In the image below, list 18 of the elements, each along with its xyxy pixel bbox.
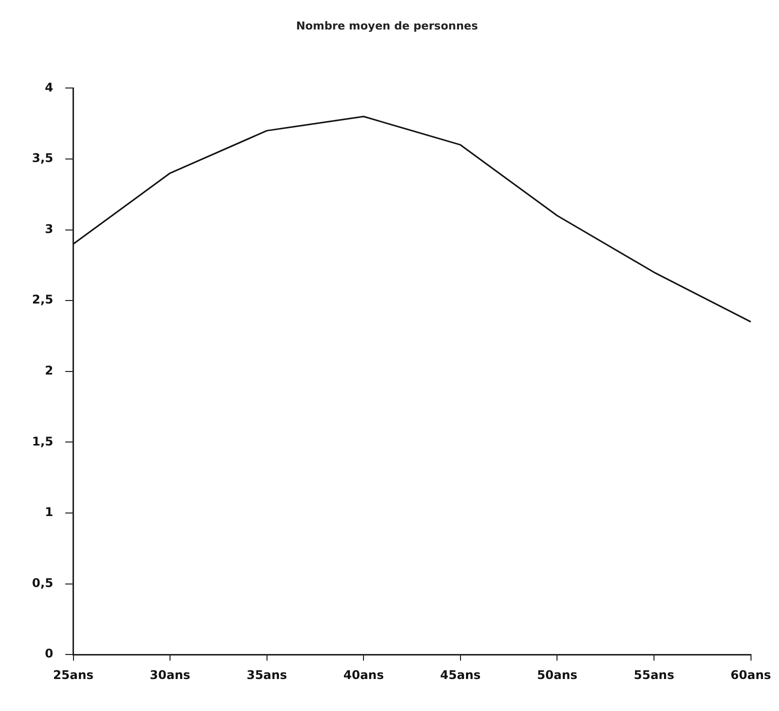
x-tick-label: 45ans <box>440 668 481 682</box>
y-tick-label: 0 <box>44 646 54 661</box>
y-tick-label: 4 <box>44 80 54 94</box>
x-tick-label: 35ans <box>246 668 288 682</box>
y-tick-label: 2 <box>44 364 54 378</box>
y-tick-label: 1 <box>44 505 54 520</box>
y-tick-label: 1,5 <box>32 434 54 448</box>
x-tick-label: 60ans <box>730 668 771 682</box>
y-tick-label: 3,5 <box>32 151 54 166</box>
x-tick-label: 25ans <box>53 668 94 682</box>
x-tick-label: 50ans <box>536 668 578 682</box>
y-tick-label: 2,5 <box>32 292 54 307</box>
x-tick-label: 55ans <box>634 668 674 682</box>
y-tick-label: 0,5 <box>32 576 54 590</box>
chart-title: Nombre moyen de personnes <box>296 19 478 32</box>
x-tick-label: 30ans <box>150 668 190 682</box>
x-tick-label: 40ans <box>343 668 384 682</box>
y-tick-label: 3 <box>44 222 54 236</box>
